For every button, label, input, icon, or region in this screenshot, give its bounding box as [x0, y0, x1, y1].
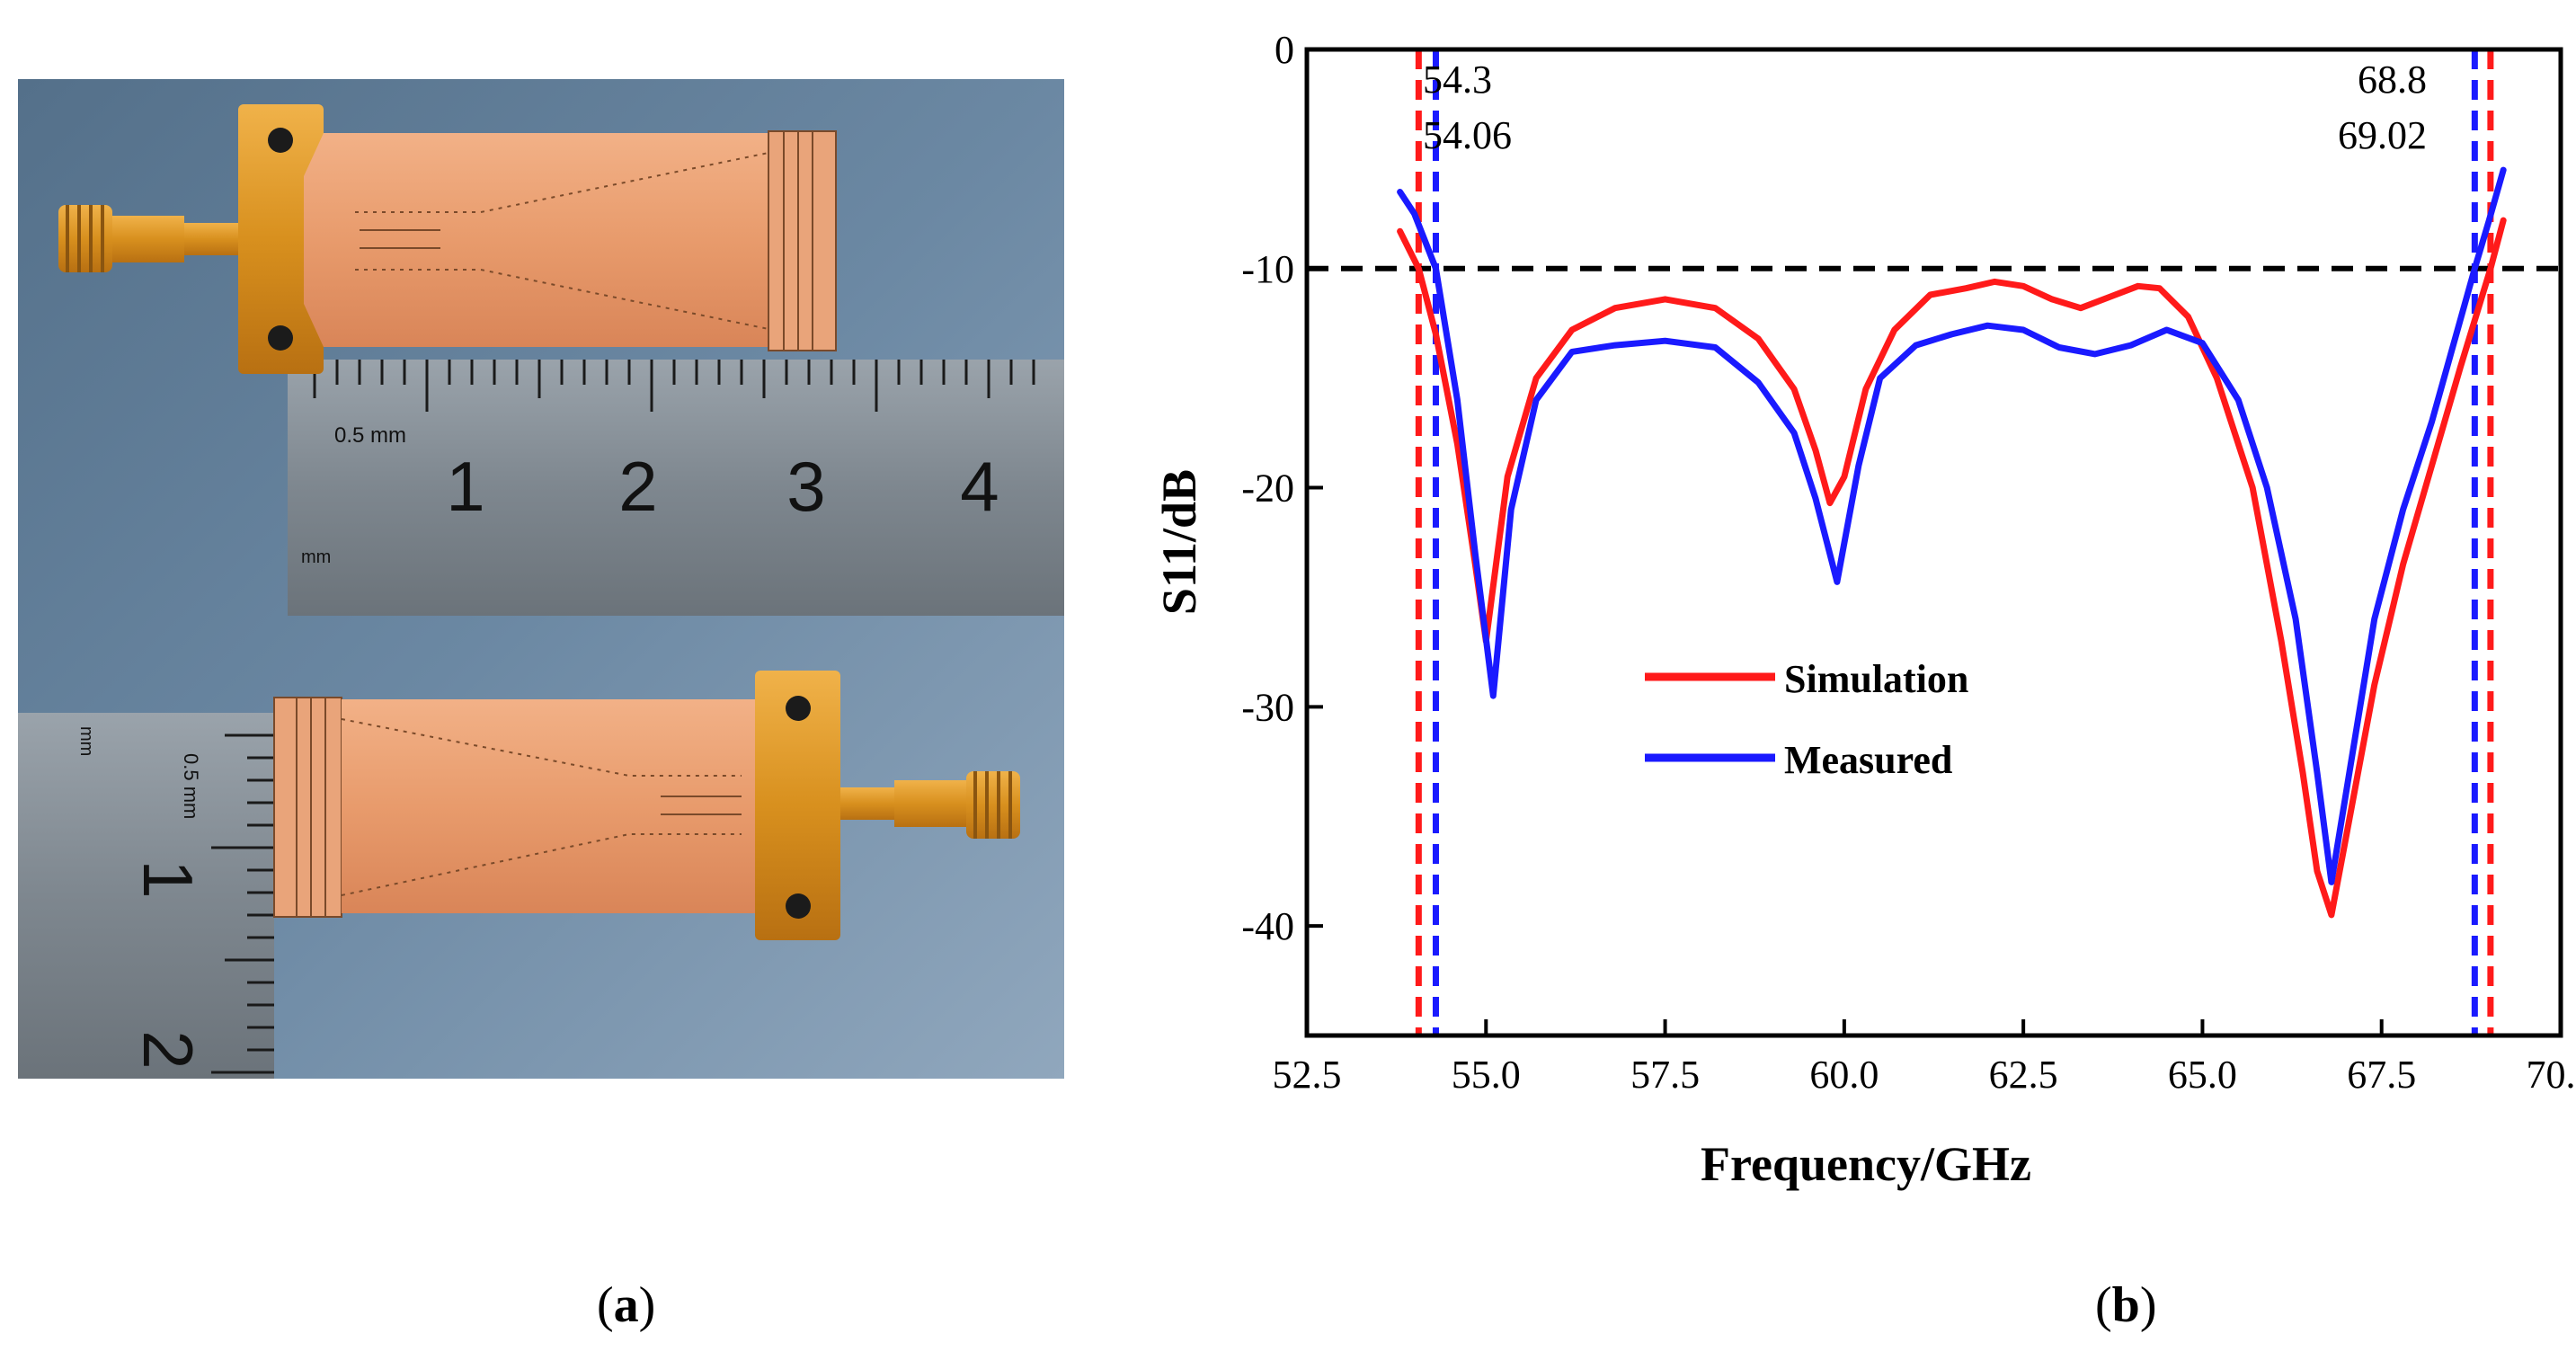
ruler-side-unit: 0.5 mm [180, 753, 202, 819]
y-axis-label: S11/dB [1152, 469, 1206, 615]
ruler-top: 0.5 mm mm 1 2 3 4 [288, 360, 1064, 616]
y-tick-label: -10 [1241, 247, 1294, 291]
series-measured [1397, 166, 2507, 885]
x-axis-label: Frequency/GHz [1701, 1137, 2031, 1191]
annotation-left-bottom: 54.06 [1423, 113, 1512, 157]
ruler-top-label-1: 1 [446, 447, 484, 526]
plot-frame [1304, 47, 2563, 1038]
annotation-right-bottom: 69.02 [2338, 113, 2427, 157]
legend: Simulation Measured [1645, 657, 1968, 782]
legend-measured-label: Measured [1784, 738, 1952, 782]
ruler-top-unit: 0.5 mm [334, 423, 406, 448]
y-tick-label: -30 [1241, 685, 1294, 729]
annotation-right-top: 68.8 [2358, 58, 2427, 102]
y-tick-label: 0 [1275, 28, 1294, 72]
antenna-bottom [273, 671, 1020, 940]
x-tick-label: 65.0 [2168, 1053, 2237, 1097]
ruler-side-mm: mm [76, 726, 96, 756]
x-tick-label: 55.0 [1452, 1053, 1521, 1097]
ruler-side-label-2: 2 [129, 1030, 208, 1069]
x-tick-label: 62.5 [1989, 1053, 2058, 1097]
caption-b: (b) [2095, 1277, 2157, 1333]
x-tick-label: 70.0 [2527, 1053, 2576, 1097]
ruler-side: 0.5 mm mm 1 2 [18, 713, 274, 1079]
series-simulation [1397, 217, 2507, 919]
y-tick-label: -40 [1241, 904, 1294, 948]
annotation-left-top: 54.3 [1423, 58, 1492, 102]
x-tick-label: 67.5 [2347, 1053, 2416, 1097]
ruler-top-label-4: 4 [960, 447, 999, 526]
prototype-photo: 0.5 mm mm 1 2 3 4 [18, 79, 1064, 1079]
x-tick-label: 52.5 [1273, 1053, 1342, 1097]
legend-simulation-label: Simulation [1784, 657, 1968, 701]
ruler-top-label-2: 2 [618, 447, 657, 526]
x-tick-label: 60.0 [1809, 1053, 1879, 1097]
antenna-top [58, 104, 837, 374]
caption-a: (a) [597, 1277, 656, 1333]
x-tick-label: 57.5 [1630, 1053, 1700, 1097]
ruler-side-label-1: 1 [129, 859, 208, 898]
ruler-top-label-3: 3 [786, 447, 825, 526]
ruler-top-mm: mm [301, 547, 331, 567]
y-tick-label: -20 [1241, 467, 1294, 511]
